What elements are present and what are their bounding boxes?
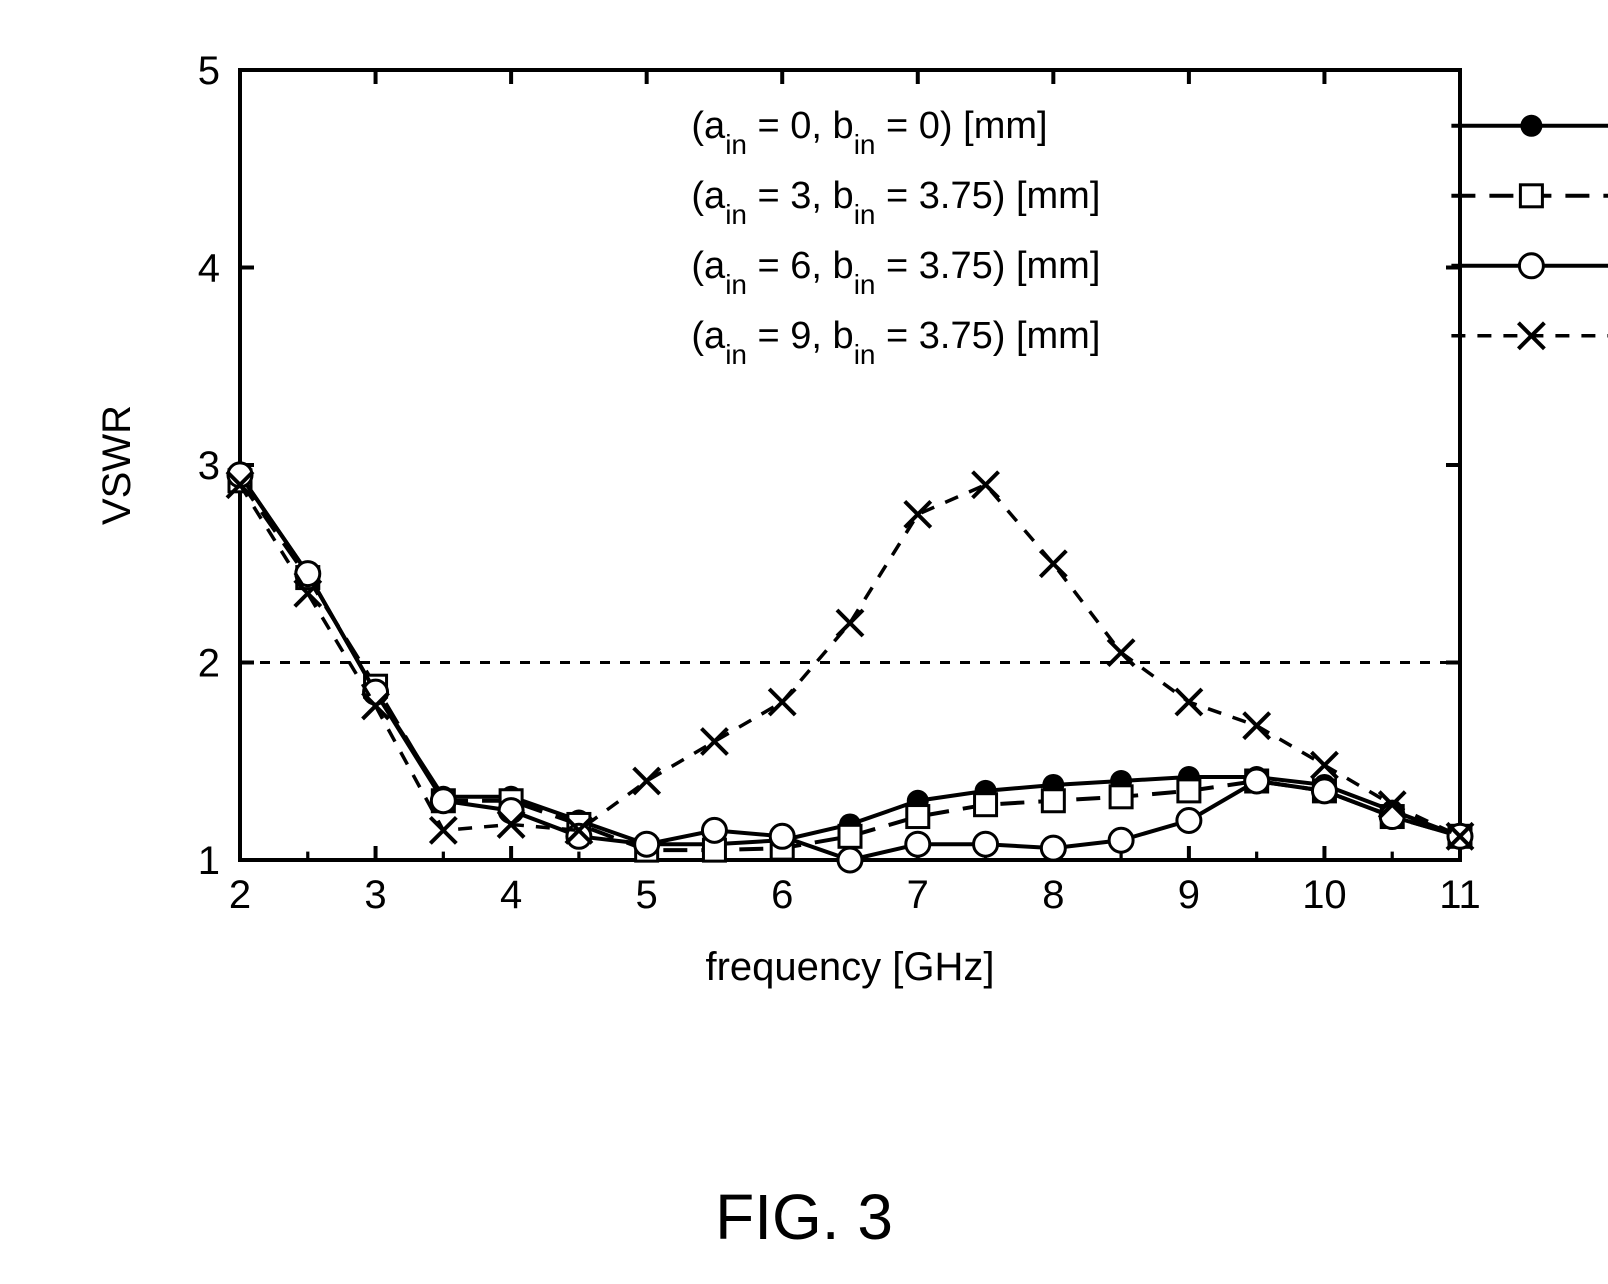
- vswr-chart: 23456789101112345frequency [GHz]VSWR(ain…: [0, 0, 1608, 1060]
- y-tick-label: 4: [198, 247, 220, 291]
- x-tick-label: 11: [1439, 873, 1481, 917]
- y-tick-label: 2: [198, 642, 220, 686]
- x-tick-label: 3: [364, 873, 386, 917]
- y-tick-label: 1: [198, 839, 220, 883]
- figure-caption: FIG. 3: [0, 1180, 1608, 1254]
- x-tick-label: 9: [1178, 873, 1200, 917]
- x-tick-label: 4: [500, 873, 522, 917]
- figure-container: 23456789101112345frequency [GHz]VSWR(ain…: [0, 0, 1608, 1284]
- x-axis-label: frequency [GHz]: [705, 945, 994, 989]
- y-tick-label: 3: [198, 444, 220, 488]
- x-tick-label: 10: [1302, 873, 1347, 917]
- y-tick-label: 5: [198, 49, 220, 93]
- y-axis-label: VSWR: [95, 405, 139, 525]
- x-tick-label: 8: [1042, 873, 1064, 917]
- x-tick-label: 6: [771, 873, 793, 917]
- x-tick-label: 7: [907, 873, 929, 917]
- x-tick-label: 5: [636, 873, 658, 917]
- x-tick-label: 2: [229, 873, 251, 917]
